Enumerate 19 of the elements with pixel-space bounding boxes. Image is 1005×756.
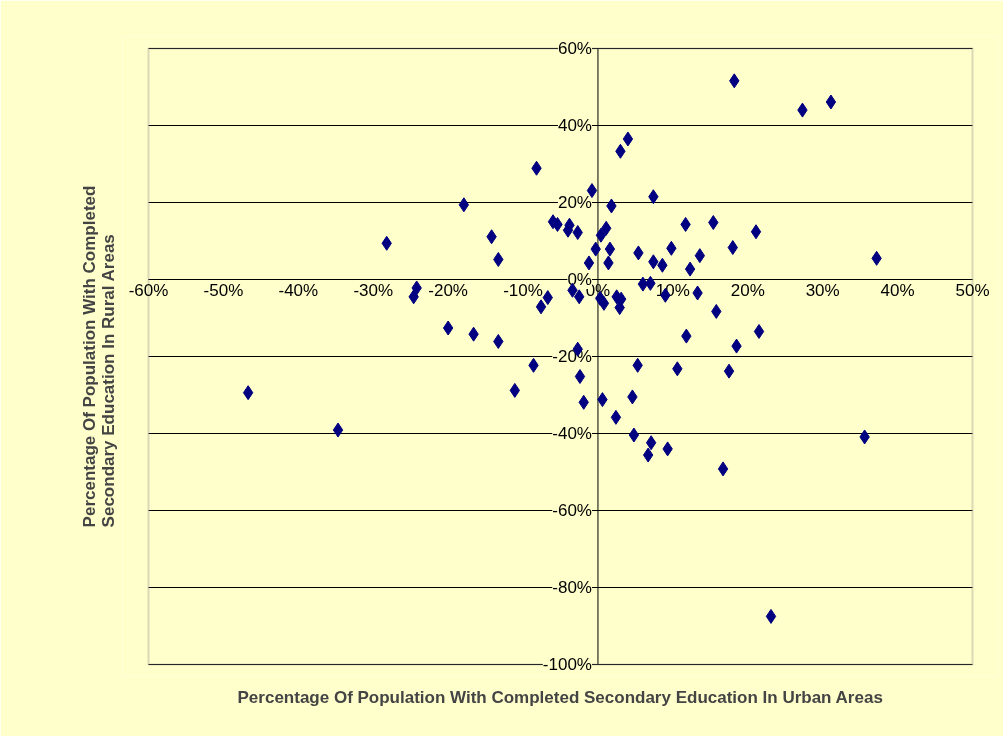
x-tick-label: -60%: [128, 280, 169, 300]
y-tick-label: 60%: [557, 39, 592, 58]
x-tick-label: -20%: [428, 280, 468, 300]
y-tick-label: -100%: [542, 655, 592, 674]
x-axis-title: Percentage Of Population With Completed Secondary Education In Urban Areas: [237, 687, 883, 707]
y-tick-label: 40%: [557, 116, 592, 135]
y-tick-label: 20%: [557, 193, 592, 212]
x-tick-label: -50%: [203, 280, 244, 300]
y-tick-label: -80%: [552, 578, 592, 597]
x-tick-label: 30%: [805, 280, 840, 300]
x-tick-label: 20%: [730, 280, 765, 300]
x-tick-label: 50%: [955, 280, 990, 300]
y-tick-label: -60%: [552, 501, 592, 520]
y-tick-label: -40%: [552, 424, 592, 443]
y-axis-title: Percentage Of Population With Completed Secondary Education In Rural Areas: [79, 185, 118, 528]
x-tick-label: -30%: [353, 280, 394, 300]
x-tick-label: 40%: [880, 280, 915, 300]
x-tick-label: -10%: [503, 280, 543, 300]
x-tick-label: -40%: [278, 280, 319, 300]
